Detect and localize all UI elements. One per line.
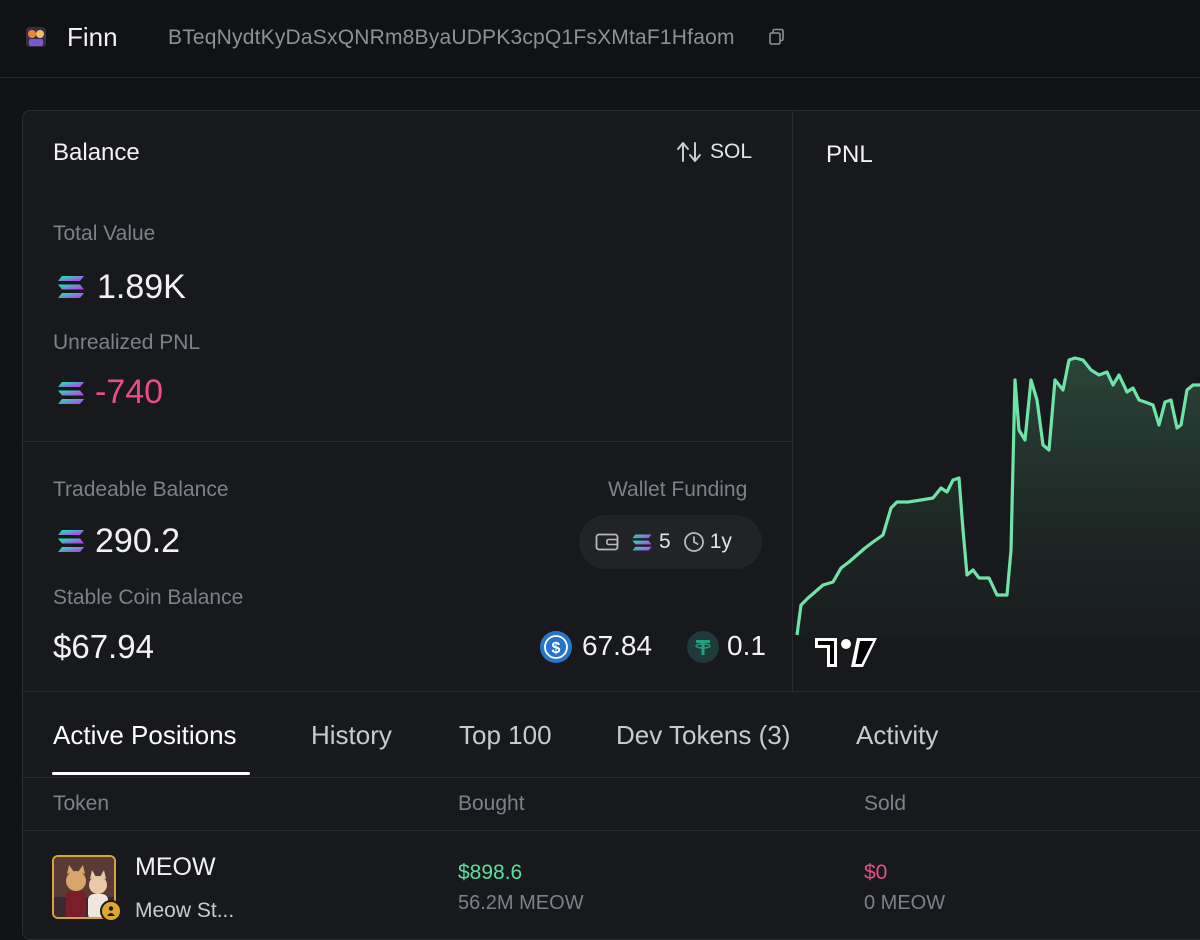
- wallet-funding-age: 1y: [709, 530, 732, 553]
- usdc-icon: $: [540, 631, 572, 663]
- balance-title: Balance: [53, 139, 140, 166]
- tab-history[interactable]: History: [311, 720, 392, 750]
- wallet-icon: [595, 533, 619, 551]
- usdt-value: 0.1: [727, 630, 766, 661]
- stable-coin-label: Stable Coin Balance: [53, 586, 244, 609]
- user-name: Finn: [67, 22, 118, 52]
- divider: [23, 830, 1200, 831]
- clock-icon: [683, 532, 704, 552]
- top-bar: Finn BTeqNydtKyDaSxQNRm8ByaUDPK3cpQ1FsXM…: [0, 0, 1200, 78]
- tab-top-100[interactable]: Top 100: [459, 720, 552, 750]
- copy-icon[interactable]: [768, 28, 786, 46]
- currency-toggle[interactable]: SOL: [676, 140, 752, 164]
- bought-usd: $898.6: [458, 861, 523, 884]
- divider: [23, 691, 1200, 692]
- tradeable-balance-label: Tradeable Balance: [53, 478, 229, 501]
- sold-usd: $0: [864, 861, 888, 884]
- tab-active-positions[interactable]: Active Positions: [53, 720, 237, 750]
- divider: [23, 777, 1200, 778]
- usdt-icon: [687, 631, 719, 663]
- currency-label: SOL: [710, 140, 753, 163]
- pnl-area: [797, 358, 1200, 638]
- solana-icon: [58, 382, 84, 404]
- svg-text:$: $: [552, 640, 561, 657]
- unrealized-pnl-value: -740: [95, 373, 164, 411]
- token-symbol[interactable]: MEOW: [135, 853, 216, 881]
- pnl-chart: [795, 356, 1200, 638]
- tab-activity[interactable]: Activity: [856, 720, 939, 750]
- dev-badge-icon: [100, 900, 122, 922]
- unrealized-pnl-label: Unrealized PNL: [53, 331, 201, 354]
- wallet-funding-label: Wallet Funding: [608, 478, 748, 501]
- total-value-label: Total Value: [53, 222, 156, 245]
- solana-icon: [58, 276, 84, 298]
- wallet-funding-amount: 5: [659, 530, 671, 553]
- wallet-funding-pill[interactable]: 5 1y: [579, 515, 762, 569]
- sold-amount: 0 MEOW: [864, 892, 946, 914]
- tradingview-logo[interactable]: [813, 634, 879, 670]
- column-header-sold[interactable]: Sold: [864, 792, 907, 815]
- bought-amount: 56.2M MEOW: [458, 892, 584, 914]
- wallet-address[interactable]: BTeqNydtKyDaSxQNRm8ByaUDPK3cpQ1FsXMtaF1H…: [168, 26, 735, 49]
- token-image: [52, 855, 116, 919]
- token-name: Meow St...: [135, 899, 235, 922]
- total-value: 1.89K: [97, 268, 186, 306]
- pnl-title: PNL: [826, 141, 873, 168]
- divider: [23, 441, 792, 442]
- active-tab-indicator: [52, 772, 250, 775]
- divider: [792, 111, 793, 691]
- tradeable-balance-value: 290.2: [95, 522, 181, 560]
- tab-dev-tokens[interactable]: Dev Tokens (3): [616, 720, 791, 750]
- column-header-token[interactable]: Token: [53, 792, 110, 815]
- solana-icon: [58, 530, 84, 552]
- sort-arrows-icon: [677, 142, 701, 162]
- column-header-bought[interactable]: Bought: [458, 792, 525, 815]
- stable-coin-value: $67.94: [53, 628, 154, 665]
- usdc-value: 67.84: [582, 630, 653, 661]
- pnl-line: [795, 356, 1200, 636]
- user-avatar[interactable]: [24, 25, 48, 49]
- solana-icon: [632, 533, 652, 551]
